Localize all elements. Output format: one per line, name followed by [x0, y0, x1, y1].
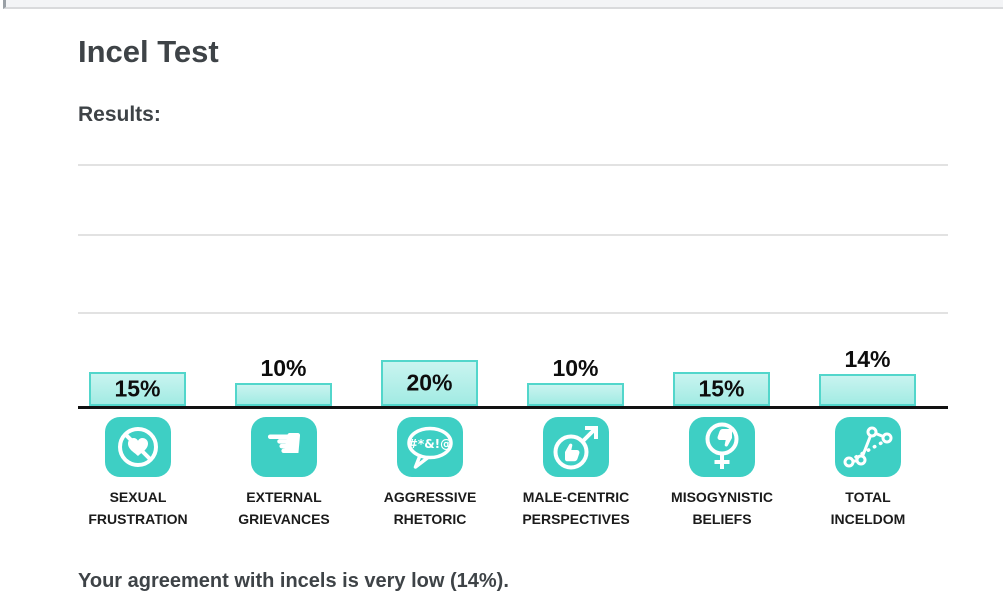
trend-line-graph-icon	[835, 417, 901, 477]
divider-line	[78, 234, 948, 236]
pointing-hand-icon: ☚	[251, 417, 317, 477]
svg-text:#*&!@: #*&!@	[408, 437, 452, 451]
bar-sexual-frustration: 15%	[89, 371, 186, 406]
bar-value-label: 15%	[114, 375, 161, 402]
category-label-line1: EXTERNAL	[246, 489, 322, 505]
category-label-line2: BELIEFS	[692, 511, 752, 527]
bar-male-centric-perspectives: 10%	[527, 355, 624, 406]
category-total-inceldom: TOTAL INCELDOM	[795, 417, 941, 530]
bar-value-label: 10%	[552, 355, 599, 381]
category-label-line1: SEXUAL	[109, 489, 167, 505]
x-axis-line	[78, 406, 948, 409]
bar-value-label: 15%	[698, 375, 745, 402]
female-symbol-thumbs-down-icon	[689, 417, 755, 477]
category-label-line1: TOTAL	[845, 489, 891, 505]
bar-misogynistic-beliefs: 15%	[673, 371, 770, 406]
results-bar-chart: 15% 10% 20% 10% 15% 14%	[78, 340, 948, 409]
divider-line	[78, 164, 948, 166]
divider-line	[78, 312, 948, 314]
category-label-line2: RHETORIC	[393, 511, 467, 527]
results-heading: Results:	[78, 103, 161, 126]
category-male-centric-perspectives: MALE-CENTRIC PERSPECTIVES	[503, 417, 649, 530]
male-symbol-thumbs-up-icon	[543, 417, 609, 477]
bar-value-label: 14%	[844, 345, 891, 372]
category-external-grievances: ☚ EXTERNAL GRIEVANCES	[211, 417, 357, 530]
bar-aggressive-rhetoric: 20%	[381, 360, 478, 406]
profanity-speech-bubble-icon: #*&!@	[397, 417, 463, 477]
bar-total-inceldom: 14%	[819, 346, 916, 406]
category-label-line2: INCELDOM	[830, 511, 906, 527]
top-border-strip	[3, 0, 1003, 9]
bar-external-grievances: 10%	[235, 355, 332, 406]
category-label-line1: MALE-CENTRIC	[522, 489, 630, 505]
category-label-line2: PERSPECTIVES	[522, 511, 630, 527]
category-label-line2: FRUSTRATION	[88, 511, 188, 527]
category-label-line1: AGGRESSIVE	[383, 489, 477, 505]
result-summary-text: Your agreement with incels is very low (…	[78, 570, 509, 592]
category-sexual-frustration: SEXUAL FRUSTRATION	[65, 417, 211, 530]
category-label-line1: MISOGYNISTIC	[671, 489, 773, 505]
category-aggressive-rhetoric: #*&!@ AGGRESSIVE RHETORIC	[357, 417, 503, 530]
bar-value-label: 10%	[260, 355, 307, 381]
category-row: SEXUAL FRUSTRATION ☚ EXTERNAL GRIEVANCES…	[65, 417, 941, 530]
category-label-line2: GRIEVANCES	[238, 511, 330, 527]
bar-value-label: 20%	[406, 369, 453, 396]
no-heart-icon	[105, 417, 171, 477]
page-title: Incel Test	[78, 34, 219, 69]
category-misogynistic-beliefs: MISOGYNISTIC BELIEFS	[649, 417, 795, 530]
